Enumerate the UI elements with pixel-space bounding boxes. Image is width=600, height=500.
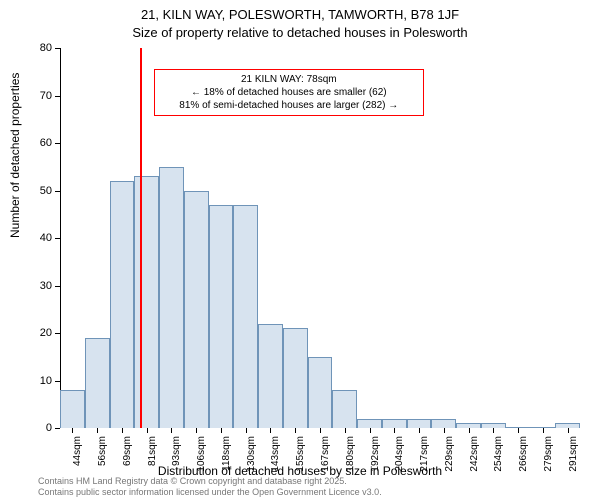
y-tick-mark <box>55 428 60 429</box>
y-axis-line <box>60 48 61 428</box>
x-tick-mark <box>493 428 494 433</box>
histogram-bar <box>258 324 283 429</box>
y-tick-mark <box>55 143 60 144</box>
x-tick-mark <box>295 428 296 433</box>
annotation-line: ← 18% of detached houses are smaller (62… <box>161 86 417 99</box>
y-tick-mark <box>55 333 60 334</box>
chart-title-block: 21, KILN WAY, POLESWORTH, TAMWORTH, B78 … <box>0 0 600 41</box>
histogram-bar <box>431 419 456 429</box>
y-tick-mark <box>55 381 60 382</box>
histogram-bar <box>209 205 234 428</box>
x-tick-mark <box>419 428 420 433</box>
y-tick-label: 60 <box>22 137 52 149</box>
y-tick-label: 30 <box>22 280 52 292</box>
histogram-bar <box>382 419 407 429</box>
x-tick-mark <box>543 428 544 433</box>
y-axis-label: Number of detached properties <box>8 73 22 238</box>
x-tick-mark <box>122 428 123 433</box>
x-tick-mark <box>518 428 519 433</box>
y-tick-label: 40 <box>22 232 52 244</box>
y-tick-mark <box>55 286 60 287</box>
x-tick-mark <box>72 428 73 433</box>
title-line-2: Size of property relative to detached ho… <box>0 24 600 42</box>
x-tick-mark <box>270 428 271 433</box>
y-tick-label: 80 <box>22 42 52 54</box>
y-tick-mark <box>55 48 60 49</box>
y-tick-mark <box>55 238 60 239</box>
footer-line-2: Contains public sector information licen… <box>38 487 382 498</box>
y-tick-mark <box>55 191 60 192</box>
histogram-bar <box>85 338 110 428</box>
x-tick-label: 93sqm <box>171 436 182 466</box>
x-tick-mark <box>221 428 222 433</box>
title-line-1: 21, KILN WAY, POLESWORTH, TAMWORTH, B78 … <box>0 6 600 24</box>
histogram-bar <box>308 357 333 428</box>
histogram-bar <box>357 419 382 429</box>
histogram-bar <box>134 176 159 428</box>
y-tick-label: 70 <box>22 90 52 102</box>
footer-line-1: Contains HM Land Registry data © Crown c… <box>38 476 382 487</box>
annotation-line: 21 KILN WAY: 78sqm <box>161 73 417 86</box>
x-tick-label: 44sqm <box>72 436 83 466</box>
plot-area: 0102030405060708044sqm56sqm69sqm81sqm93s… <box>60 48 580 428</box>
histogram-bar <box>283 328 308 428</box>
x-tick-label: 81sqm <box>147 436 158 466</box>
x-tick-mark <box>320 428 321 433</box>
histogram-bar <box>110 181 135 428</box>
x-tick-mark <box>196 428 197 433</box>
x-tick-mark <box>469 428 470 433</box>
histogram-bar <box>332 390 357 428</box>
footer-attribution: Contains HM Land Registry data © Crown c… <box>38 476 382 498</box>
histogram-bar <box>60 390 85 428</box>
x-tick-mark <box>246 428 247 433</box>
annotation-box: 21 KILN WAY: 78sqm← 18% of detached hous… <box>154 69 424 116</box>
x-tick-mark <box>171 428 172 433</box>
x-tick-mark <box>345 428 346 433</box>
x-tick-mark <box>568 428 569 433</box>
histogram-bar <box>233 205 258 428</box>
y-tick-label: 50 <box>22 185 52 197</box>
y-tick-mark <box>55 96 60 97</box>
x-tick-mark <box>147 428 148 433</box>
x-tick-mark <box>370 428 371 433</box>
histogram-bar <box>407 419 432 429</box>
x-tick-label: 56sqm <box>97 436 108 466</box>
x-tick-label: 69sqm <box>122 436 133 466</box>
property-marker-line <box>140 48 142 428</box>
x-tick-mark <box>444 428 445 433</box>
annotation-line: 81% of semi-detached houses are larger (… <box>161 99 417 112</box>
y-tick-label: 20 <box>22 327 52 339</box>
x-tick-mark <box>394 428 395 433</box>
histogram-bar <box>184 191 209 429</box>
y-tick-label: 0 <box>22 422 52 434</box>
histogram-bar <box>159 167 184 428</box>
x-tick-mark <box>97 428 98 433</box>
y-tick-label: 10 <box>22 375 52 387</box>
